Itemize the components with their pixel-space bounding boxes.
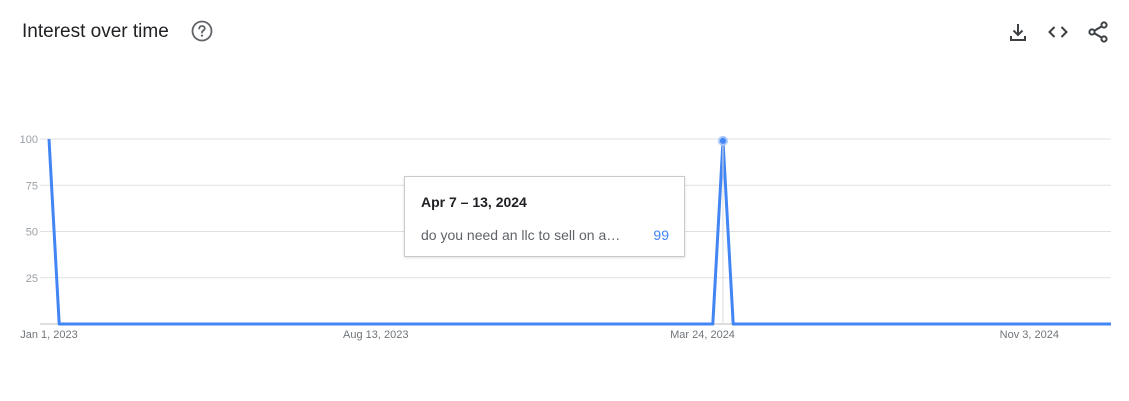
tooltip-value: 99 (653, 227, 669, 243)
highlight-marker (717, 135, 728, 324)
download-icon[interactable] (1006, 20, 1030, 44)
data-tooltip: Apr 7 – 13, 2024 do you need an llc to s… (404, 176, 685, 257)
share-icon[interactable] (1086, 20, 1110, 44)
series-line (47, 138, 1111, 326)
tooltip-date: Apr 7 – 13, 2024 (421, 194, 527, 210)
x-tick-label: Mar 24, 2024 (670, 329, 735, 341)
y-tick-label: 50 (26, 227, 38, 239)
x-axis-ticks: Jan 1, 2023 Aug 13, 2023 Mar 24, 2024 Nov 3… (20, 329, 1059, 341)
code-icon[interactable] (1046, 20, 1070, 44)
tooltip-term: do you need an llc to sell on a… (421, 227, 621, 243)
y-tick-label: 100 (20, 134, 38, 146)
x-tick-label: Jan 1, 2023 (20, 329, 78, 341)
y-tick-label: 25 (26, 273, 38, 285)
x-tick-label: Nov 3, 2024 (1000, 329, 1059, 341)
y-tick-label: 75 (26, 180, 38, 192)
x-tick-label: Aug 13, 2023 (343, 329, 408, 341)
chart-header: Interest over time (0, 0, 1129, 64)
chart-title: Interest over time (22, 21, 169, 42)
help-circle-icon[interactable] (191, 20, 213, 42)
highlight-point (717, 135, 728, 146)
y-axis-ticks: 25 50 75 100 (20, 134, 38, 285)
